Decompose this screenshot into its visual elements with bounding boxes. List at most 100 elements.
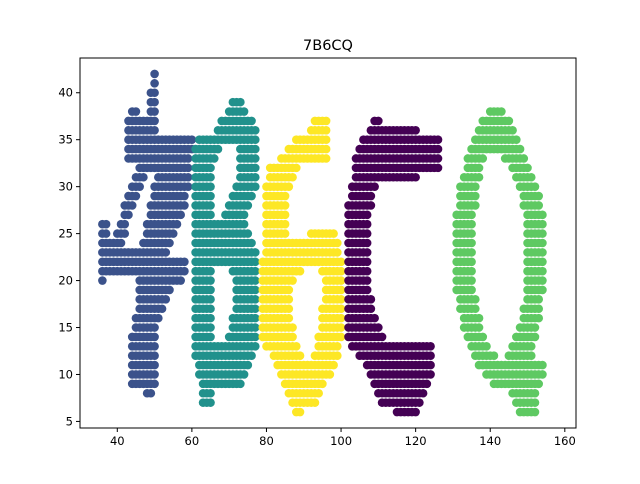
data-point — [426, 351, 435, 360]
data-point — [321, 126, 331, 135]
data-point — [98, 276, 107, 285]
series-1 — [191, 97, 260, 407]
data-point — [530, 388, 540, 398]
data-point — [250, 172, 260, 182]
data-point — [362, 210, 372, 220]
data-point — [523, 163, 532, 173]
data-point — [426, 360, 435, 370]
data-point — [284, 285, 294, 295]
data-point — [280, 219, 290, 229]
data-point — [206, 304, 215, 314]
data-point — [530, 323, 540, 332]
data-point — [176, 210, 185, 220]
data-point — [209, 154, 219, 163]
y-tick-label: 30 — [58, 180, 73, 194]
data-point — [482, 342, 491, 351]
data-point — [180, 201, 189, 210]
data-point — [471, 182, 480, 191]
x-axis: 40 60 80 100 120 140 160 — [110, 428, 576, 448]
data-point — [370, 182, 379, 191]
plot-frame — [79, 57, 577, 429]
data-point — [538, 276, 547, 285]
data-point — [280, 229, 290, 238]
data-point — [165, 238, 174, 248]
data-point — [120, 229, 130, 238]
series-4 — [452, 107, 547, 417]
data-point — [321, 154, 331, 163]
data-point — [314, 388, 323, 398]
data-point — [236, 379, 245, 389]
data-point — [512, 135, 521, 144]
data-point — [362, 248, 372, 257]
data-point — [467, 219, 476, 229]
data-point — [239, 219, 249, 229]
data-point — [161, 295, 171, 304]
data-point — [150, 126, 159, 135]
data-point — [538, 238, 547, 248]
data-point — [504, 116, 514, 126]
series-3 — [344, 116, 443, 417]
data-point — [530, 182, 540, 191]
data-point — [280, 201, 290, 210]
data-point — [467, 266, 476, 276]
y-tick-label: 40 — [58, 86, 73, 100]
data-point — [183, 182, 193, 191]
data-point — [250, 276, 260, 285]
data-point — [534, 304, 544, 314]
data-point — [295, 266, 305, 276]
data-point — [467, 257, 476, 267]
data-point — [467, 238, 476, 248]
data-point — [206, 276, 215, 285]
data-point — [515, 144, 525, 154]
data-point — [471, 304, 480, 314]
data-point — [250, 304, 260, 314]
data-point — [467, 248, 476, 257]
data-point — [526, 172, 536, 182]
data-point — [288, 172, 297, 182]
data-point — [250, 182, 260, 191]
data-point — [250, 332, 260, 342]
data-point — [172, 219, 182, 229]
data-point — [180, 257, 189, 267]
data-point — [206, 295, 215, 304]
data-point — [150, 379, 159, 389]
data-point — [150, 351, 159, 360]
data-point — [135, 182, 144, 191]
data-point — [250, 257, 260, 267]
data-point — [150, 342, 159, 351]
y-tick-label: 10 — [58, 367, 73, 381]
data-point — [213, 144, 223, 154]
data-point — [206, 313, 215, 323]
data-point — [250, 248, 260, 257]
data-point — [478, 332, 488, 342]
data-point — [150, 88, 159, 98]
data-point — [538, 248, 547, 257]
x-tick-label: 140 — [479, 434, 501, 448]
data-point — [329, 229, 338, 238]
data-point — [288, 276, 297, 285]
data-point — [433, 144, 443, 154]
data-point — [150, 360, 159, 370]
data-point — [206, 182, 215, 191]
data-point — [206, 398, 215, 407]
data-point — [426, 370, 435, 379]
data-point — [150, 79, 159, 88]
data-point — [280, 191, 290, 201]
data-point — [250, 266, 260, 276]
data-point — [497, 107, 506, 116]
data-point — [325, 370, 335, 379]
data-point — [538, 266, 547, 276]
data-point — [530, 407, 540, 417]
data-point — [288, 323, 297, 332]
data-point — [538, 285, 547, 295]
data-point — [336, 323, 346, 332]
data-point — [250, 313, 260, 323]
data-point — [250, 342, 260, 351]
data-point — [284, 304, 294, 314]
data-point — [329, 360, 338, 370]
data-point — [168, 229, 178, 238]
data-point — [295, 351, 305, 360]
data-point — [321, 116, 331, 126]
x-tick-label: 100 — [330, 434, 352, 448]
